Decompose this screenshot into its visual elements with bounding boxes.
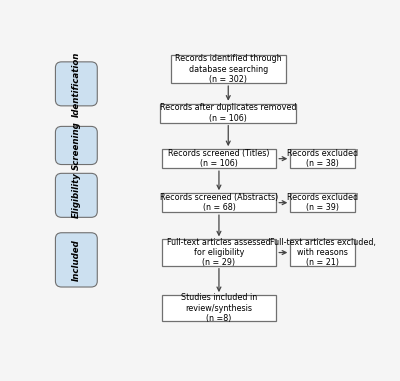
Text: Full-text articles excluded,
with reasons
(n = 21): Full-text articles excluded, with reason… [270,238,376,267]
FancyBboxPatch shape [56,62,97,106]
FancyBboxPatch shape [160,104,296,123]
Text: Records after duplicates removed
(n = 106): Records after duplicates removed (n = 10… [160,104,296,123]
FancyBboxPatch shape [162,149,276,168]
Text: Full-text articles assessed
for eligibility
(n = 29): Full-text articles assessed for eligibil… [167,238,271,267]
FancyBboxPatch shape [56,233,97,287]
FancyBboxPatch shape [171,55,286,83]
Text: Records screened (Abstracts)
(n = 68): Records screened (Abstracts) (n = 68) [160,193,278,212]
Text: Records excluded
(n = 38): Records excluded (n = 38) [287,149,358,168]
FancyBboxPatch shape [162,239,276,266]
Text: Eligibility: Eligibility [72,172,81,218]
Text: Studies included in
review/synthesis
(n =8): Studies included in review/synthesis (n … [181,293,257,323]
Text: Identification: Identification [72,51,81,117]
Text: Records identified through
database searching
(n = 302): Records identified through database sear… [175,54,282,84]
Text: Records screened (Titles)
(n = 106): Records screened (Titles) (n = 106) [168,149,270,168]
FancyBboxPatch shape [56,173,97,217]
Text: Screening: Screening [72,121,81,170]
FancyBboxPatch shape [162,295,276,322]
Text: Included: Included [72,239,81,281]
FancyBboxPatch shape [162,193,276,212]
Text: Records excluded
(n = 39): Records excluded (n = 39) [287,193,358,212]
FancyBboxPatch shape [290,149,355,168]
FancyBboxPatch shape [290,193,355,212]
FancyBboxPatch shape [290,239,355,266]
FancyBboxPatch shape [56,126,97,165]
